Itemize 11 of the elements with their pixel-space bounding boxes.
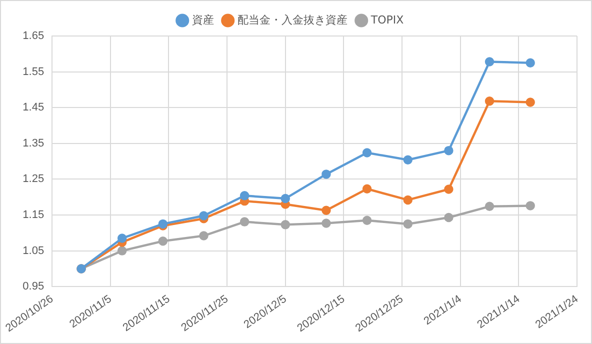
legend-label: TOPIX	[370, 13, 404, 26]
y-tick-label: 1.15	[22, 209, 44, 222]
legend-label: 資産	[192, 13, 214, 26]
y-tick-label: 1.45	[22, 102, 44, 114]
y-tick-label: 1.35	[22, 137, 44, 150]
legend-label: 配当金・入金抜き資産	[237, 13, 348, 26]
y-tick-label: 1.55	[22, 66, 44, 78]
y-tick-label: 1.25	[22, 173, 44, 186]
y-tick-label: 1.05	[22, 244, 44, 257]
y-tick-label: 0.95	[22, 280, 44, 293]
y-tick-label: 1.65	[22, 30, 44, 42]
